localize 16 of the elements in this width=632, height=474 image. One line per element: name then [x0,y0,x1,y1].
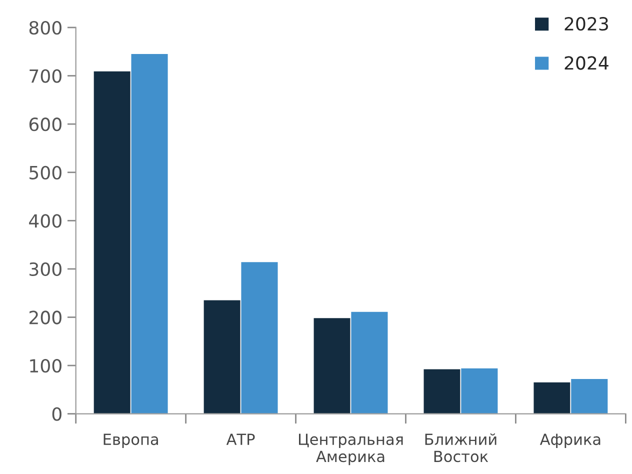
y-tick-label: 0 [52,407,62,421]
legend-label: 2023 [564,17,608,31]
y-tick-label: 200 [30,310,62,324]
x-tick-label: Африка [540,434,600,448]
legend-label: 2024 [564,56,608,70]
x-tick-label: АТР [226,434,255,445]
x-tick-label: Центральная Америка [299,434,403,466]
x-tick-label: Европа [104,434,158,448]
y-tick-label: 600 [29,118,62,132]
y-tick-label: 800 [29,20,62,35]
y-tick-label: 300 [30,262,62,276]
y-tick-label: 400 [29,214,62,228]
y-tick-label: 100 [30,358,62,373]
y-tick-label: 500 [30,166,62,180]
x-tick-label: Ближний Восток [425,433,496,462]
y-tick-label: 700 [30,69,62,83]
